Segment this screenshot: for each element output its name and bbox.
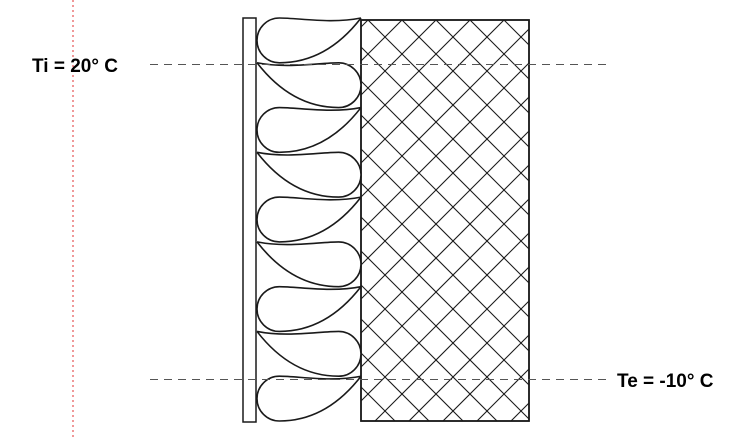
crosshatch-line bbox=[0, 20, 28, 421]
crosshatch-line bbox=[0, 20, 62, 421]
crosshatch-line bbox=[408, 300, 529, 421]
crosshatch-line bbox=[640, 20, 756, 421]
crosshatch-line bbox=[0, 20, 266, 421]
crosshatch-line bbox=[0, 20, 232, 421]
crosshatch-line bbox=[0, 20, 164, 421]
masonry-wall bbox=[0, 19, 756, 422]
crosshatch-line bbox=[0, 20, 96, 421]
insulation-loop bbox=[256, 151, 362, 198]
crosshatch-line bbox=[361, 62, 529, 232]
crosshatch-line bbox=[435, 20, 529, 114]
interior-finish-board bbox=[242, 17, 257, 423]
crosshatch-line bbox=[0, 20, 198, 421]
crosshatch-line bbox=[361, 164, 529, 334]
crosshatch-line bbox=[708, 20, 756, 421]
crosshatch-line bbox=[361, 80, 529, 250]
insulation-loop bbox=[256, 375, 362, 422]
insulation-loop bbox=[256, 106, 362, 154]
crosshatch-line bbox=[361, 20, 437, 96]
crosshatch-line bbox=[510, 402, 529, 421]
crosshatch-line bbox=[361, 352, 430, 421]
crosshatch-line bbox=[361, 148, 529, 318]
crosshatch-line bbox=[0, 20, 130, 421]
insulation-loop bbox=[256, 196, 362, 243]
crosshatch-line bbox=[361, 182, 529, 352]
exterior-temperature-label: Te = -10° C bbox=[617, 371, 714, 392]
crosshatch-line bbox=[361, 250, 529, 420]
crosshatch-line bbox=[538, 20, 756, 421]
interior-temperature-label: Ti = 20° C bbox=[32, 56, 118, 77]
crosshatch-line bbox=[572, 20, 756, 421]
crosshatch-line bbox=[361, 232, 529, 402]
crosshatch-line bbox=[606, 20, 756, 421]
insulation-loop bbox=[256, 17, 362, 64]
insulation-layer bbox=[256, 17, 362, 422]
crosshatch-line bbox=[361, 114, 529, 284]
crosshatch-line bbox=[367, 20, 529, 182]
crosshatch-line bbox=[742, 20, 756, 421]
crosshatch-line bbox=[401, 20, 529, 148]
crosshatch-line bbox=[361, 20, 505, 164]
insulation-loop bbox=[256, 241, 362, 288]
insulation-loop bbox=[256, 285, 362, 333]
crosshatch-line bbox=[361, 284, 498, 421]
crosshatch-line bbox=[361, 318, 464, 421]
crosshatch-line bbox=[674, 20, 756, 421]
insulation-loop bbox=[256, 61, 362, 109]
crosshatch-line bbox=[442, 334, 529, 421]
crosshatch-line bbox=[374, 266, 529, 421]
crosshatch-line bbox=[503, 20, 529, 46]
crosshatch-line bbox=[361, 20, 471, 130]
crosshatch-line bbox=[361, 96, 529, 266]
crosshatch-line bbox=[361, 216, 529, 386]
insulation-loop bbox=[256, 330, 362, 378]
crosshatch-line bbox=[361, 46, 529, 216]
crosshatch-line bbox=[361, 198, 529, 368]
crosshatch-line bbox=[361, 130, 529, 300]
crosshatch-line bbox=[361, 28, 529, 198]
